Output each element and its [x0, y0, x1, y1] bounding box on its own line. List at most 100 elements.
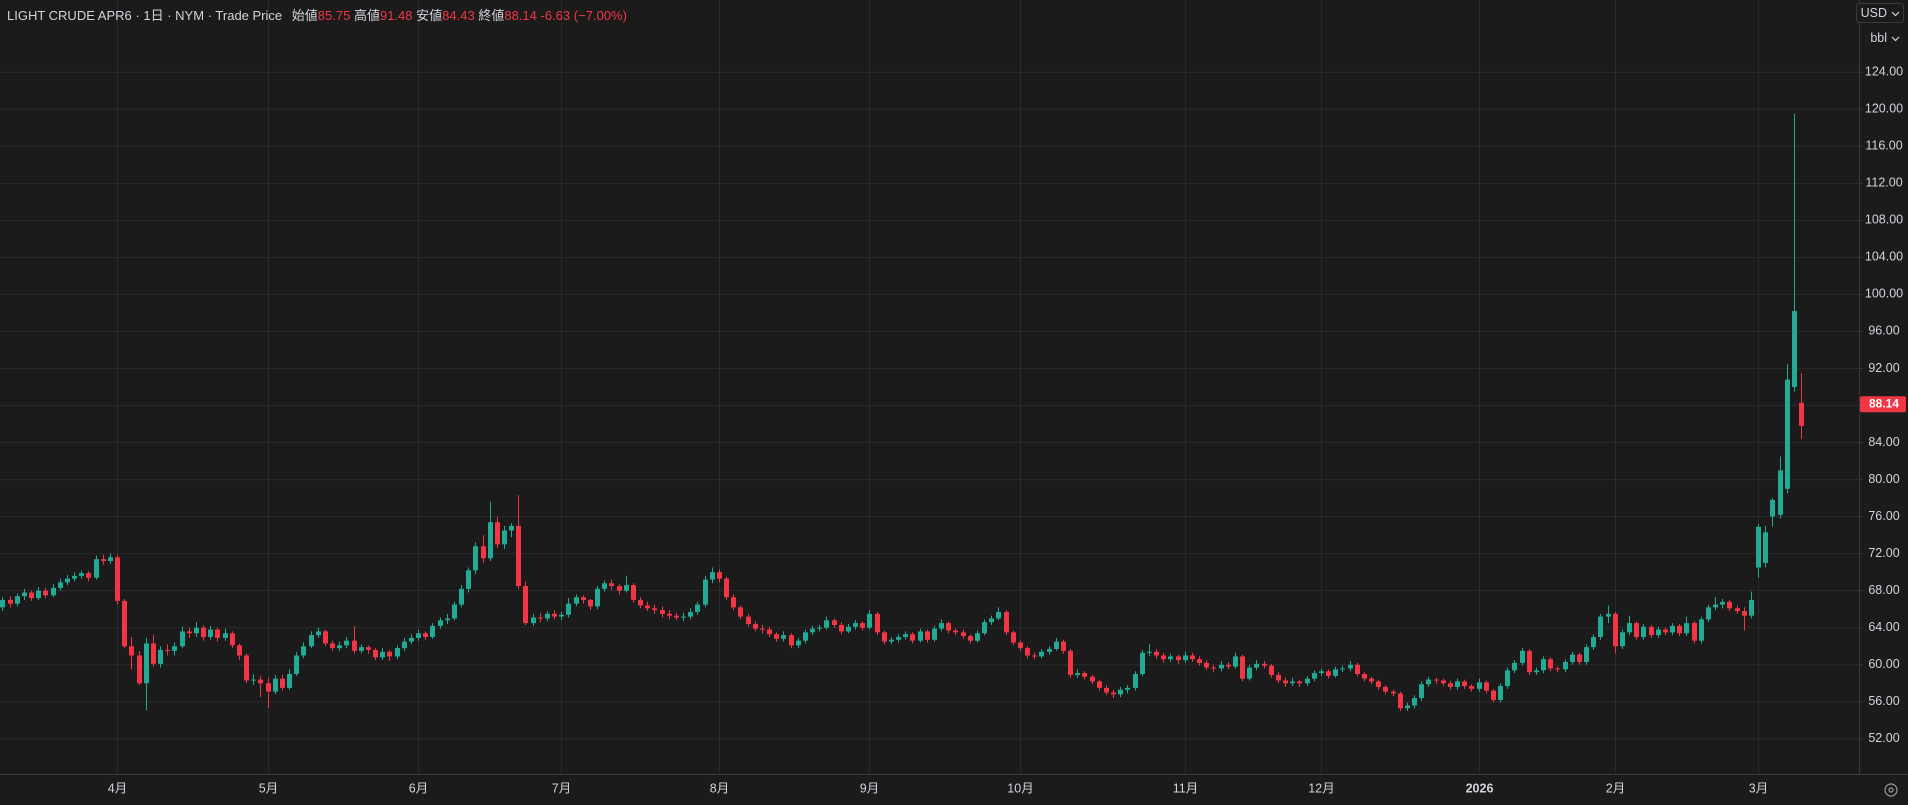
y-tick-label: 72.00: [1868, 546, 1899, 560]
candle-body: [602, 583, 607, 589]
candle-body: [101, 559, 106, 562]
candle-body: [824, 620, 829, 628]
candle-body: [94, 559, 99, 578]
candle-body: [1147, 651, 1152, 653]
candle-body: [588, 599, 593, 607]
candle-body: [1684, 623, 1689, 634]
candle-body: [946, 623, 951, 631]
interval: 1日: [143, 8, 164, 23]
candle-body: [452, 604, 457, 619]
candle-body: [1176, 656, 1181, 661]
candle-body: [1462, 681, 1467, 687]
candle-body: [882, 632, 887, 642]
candle-body: [1383, 686, 1388, 692]
candle-body: [1211, 667, 1216, 669]
candle-body: [617, 586, 622, 591]
candle-body: [352, 640, 357, 651]
candle-body: [760, 628, 765, 630]
candle-body: [122, 600, 127, 647]
candle-body: [1391, 691, 1396, 694]
y-tick-label: 64.00: [1868, 620, 1899, 634]
candle-body: [1004, 611, 1009, 633]
candle-body: [1376, 681, 1381, 687]
candle-body: [1068, 650, 1073, 675]
candle-body: [545, 613, 550, 619]
candle-body: [910, 634, 915, 641]
candle-body: [1469, 686, 1474, 689]
candle-body: [1441, 680, 1446, 684]
candle-body: [832, 620, 837, 625]
candle-body: [1111, 692, 1116, 695]
candle-body: [165, 649, 170, 651]
candle-body: [359, 647, 364, 651]
candle-body: [1204, 662, 1209, 668]
candle-body: [373, 649, 378, 658]
x-tick-label: 4月: [108, 781, 127, 795]
candle-body: [968, 636, 973, 641]
candle-body: [1240, 656, 1245, 679]
candle-body: [875, 613, 880, 633]
candle-body: [158, 649, 163, 664]
candle-body: [1692, 623, 1697, 641]
candle-body: [330, 643, 335, 649]
candle-body: [559, 614, 564, 617]
candle-body: [767, 629, 772, 635]
y-tick-label: 116.00: [1865, 139, 1902, 153]
chevron: [1891, 11, 1900, 17]
y-tick-label: 120.00: [1865, 102, 1903, 116]
candle-body: [1606, 613, 1611, 617]
candle-body: [889, 639, 894, 642]
candle-body: [201, 627, 206, 637]
candle-body: [1770, 499, 1775, 517]
candle-body: [1197, 659, 1202, 663]
candle-body: [502, 530, 507, 545]
settings-icon[interactable]: [1884, 783, 1898, 797]
candle-body: [223, 633, 228, 638]
candle-body: [1763, 532, 1768, 563]
candle-body: [1426, 679, 1431, 685]
currency-select[interactable]: USD: [1855, 3, 1904, 23]
candle-body: [1125, 687, 1130, 690]
candle-body: [1541, 659, 1546, 671]
candle-body: [1247, 667, 1252, 679]
candle-body: [1598, 616, 1603, 637]
candle-body: [1039, 651, 1044, 657]
unit-select[interactable]: bbl: [1865, 28, 1904, 48]
candle-body: [0, 599, 5, 608]
x-tick-label: 2月: [1606, 781, 1625, 795]
candle-body: [409, 637, 414, 642]
candle-body: [867, 613, 872, 628]
candle-body: [903, 634, 908, 637]
candle-body: [509, 525, 514, 531]
candle-body: [1727, 601, 1732, 609]
candle-body: [1735, 608, 1740, 612]
candle-body: [1226, 664, 1231, 667]
candle-body: [1498, 686, 1503, 700]
candle-body: [918, 631, 923, 641]
candle-body: [1183, 655, 1188, 661]
candle-body: [1097, 681, 1102, 688]
currency: USD: [1860, 6, 1887, 20]
candle-body: [1161, 655, 1166, 660]
candle-body: [251, 679, 256, 681]
candle-body: [1254, 663, 1259, 668]
candle-body: [1792, 311, 1797, 387]
candle-body: [29, 592, 34, 599]
candle-body: [961, 632, 966, 637]
unit: bbl: [1870, 31, 1887, 45]
y-tick-label: 76.00: [1868, 509, 1899, 523]
candle-body: [1168, 656, 1173, 660]
candle-body: [846, 626, 851, 632]
candle-body: [796, 640, 801, 646]
candle-body: [1104, 687, 1109, 693]
candle-body: [1455, 681, 1460, 687]
y-tick-label: 68.00: [1868, 583, 1899, 597]
y-tick-label: 84.00: [1868, 435, 1899, 449]
y-tick-label: 100.00: [1865, 287, 1903, 301]
candle-body: [932, 628, 937, 640]
candle-body: [258, 679, 263, 684]
change-percent: (−7.00%): [573, 8, 627, 23]
candle-body: [688, 611, 693, 617]
candle-body: [1670, 625, 1675, 633]
